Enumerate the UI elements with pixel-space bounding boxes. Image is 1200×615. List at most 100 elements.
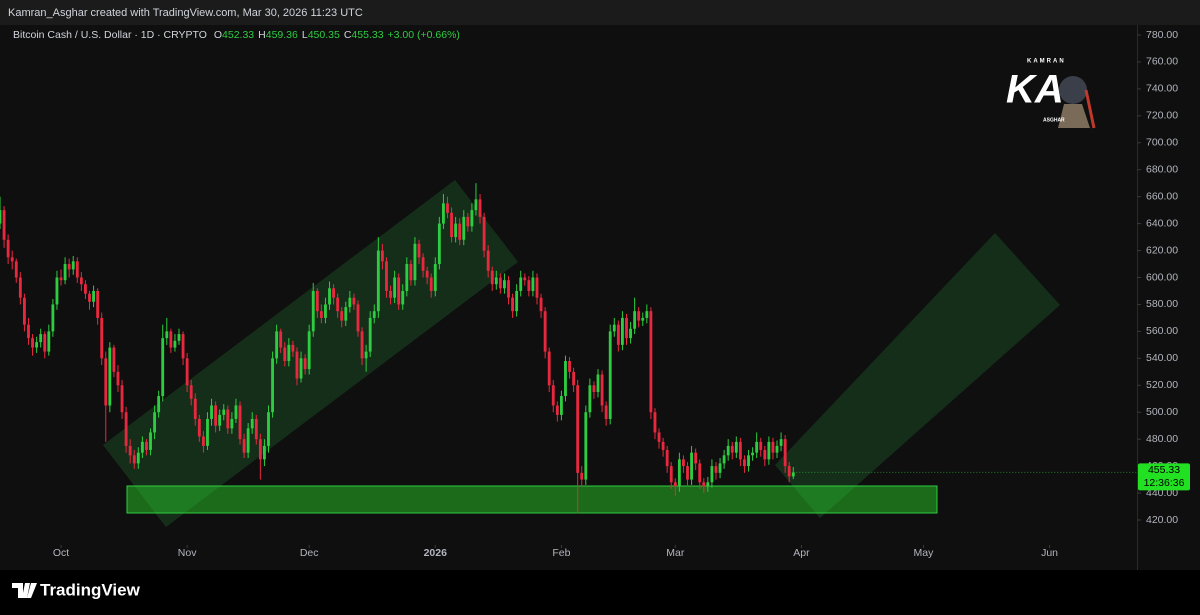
ohlc-label: C (344, 29, 352, 41)
candle-body (47, 331, 51, 352)
candle-body (747, 455, 750, 467)
candle-body (157, 396, 161, 413)
candle-body (177, 334, 181, 341)
ohlc-value: 452.33 (222, 29, 254, 41)
watermark-figure-body (1058, 104, 1090, 128)
candle-body (112, 347, 116, 372)
candle-body (441, 203, 445, 224)
candle-body (702, 482, 706, 487)
x-tick-label: May (914, 547, 935, 559)
candle-body (10, 257, 14, 262)
x-tick-label: Feb (552, 547, 570, 559)
candle-body (201, 436, 205, 446)
candle-body (173, 340, 177, 348)
candle-body (763, 449, 767, 460)
candle-body (498, 277, 502, 289)
candle-body (669, 466, 673, 483)
candle-body (161, 338, 165, 397)
candle-body (486, 250, 490, 271)
candle-body (429, 277, 433, 291)
candle-body (478, 199, 482, 217)
candle-body (189, 385, 193, 399)
watermark-figure (1059, 76, 1087, 104)
watermark-mark: KA (1006, 68, 1064, 112)
candle-body (149, 432, 152, 450)
candle-body (519, 277, 523, 291)
candle-body (559, 396, 563, 415)
candle-body (222, 409, 226, 415)
candle-body (417, 243, 421, 258)
footer (0, 570, 1200, 615)
candle-body (783, 439, 787, 467)
candle-body (385, 261, 388, 291)
candle-body (132, 455, 136, 464)
candle-body (543, 311, 547, 352)
y-tick-label: 680.00 (1146, 164, 1178, 176)
candle-body (210, 405, 213, 419)
candle-body (637, 311, 641, 321)
candle-body (128, 445, 132, 456)
candle-body (649, 311, 653, 413)
candle-body (474, 199, 478, 211)
candle-body (165, 331, 169, 339)
candle-body (616, 324, 620, 345)
candle-body (682, 459, 685, 467)
candle-body (238, 405, 242, 440)
projected-channel (775, 233, 1060, 518)
candle-body (405, 264, 409, 291)
candle-body (401, 290, 405, 305)
watermark-sword (1084, 89, 1096, 129)
candle-body (759, 441, 763, 450)
candle-body (437, 223, 441, 265)
candle-body (193, 398, 197, 419)
candle-body (328, 288, 331, 305)
candle-body (433, 264, 437, 291)
candle-body (515, 290, 519, 312)
candle-body (336, 297, 340, 312)
y-tick-label: 540.00 (1146, 352, 1178, 364)
candle-body (311, 290, 315, 332)
candle-body (67, 264, 71, 270)
candle-body (218, 414, 222, 426)
footer-logo-icon (12, 583, 37, 598)
candle-body (503, 280, 506, 289)
candle-body (612, 324, 616, 332)
candle-body (641, 317, 645, 321)
candle-body (738, 441, 742, 460)
y-tick-label: 560.00 (1146, 325, 1178, 337)
candle-body (470, 210, 474, 227)
candle-body (588, 385, 592, 413)
candle-body (307, 331, 311, 370)
candle-body (340, 311, 344, 321)
candle-body (295, 351, 299, 379)
candle-body (197, 418, 201, 437)
candle-body (657, 432, 661, 442)
candle-body (458, 223, 462, 240)
candle-body (450, 212, 453, 238)
candle-body (360, 331, 364, 359)
candle-body (718, 463, 722, 473)
candle-body (283, 347, 287, 362)
candle-body (466, 216, 470, 227)
candle-body (18, 277, 22, 298)
ohlc-value: 450.35 (308, 29, 340, 41)
candle-body (344, 307, 348, 321)
candle-body (743, 459, 746, 467)
candle-body (120, 385, 124, 413)
top-bar (0, 0, 1200, 25)
support-zone (126, 485, 938, 514)
candle-body (568, 361, 571, 372)
candle-body (368, 317, 372, 352)
candle-body (710, 466, 714, 483)
candle-body (755, 441, 759, 453)
footer-brand: TradingView (40, 580, 141, 599)
candle-body (31, 338, 34, 348)
candle-body (629, 328, 632, 339)
ohlc-label: L (302, 29, 308, 41)
candle-body (547, 351, 551, 386)
candle-body (145, 441, 148, 450)
candle-body (84, 284, 87, 294)
candle-body (356, 304, 360, 332)
candle-body (88, 293, 91, 302)
candle-body (580, 472, 584, 480)
